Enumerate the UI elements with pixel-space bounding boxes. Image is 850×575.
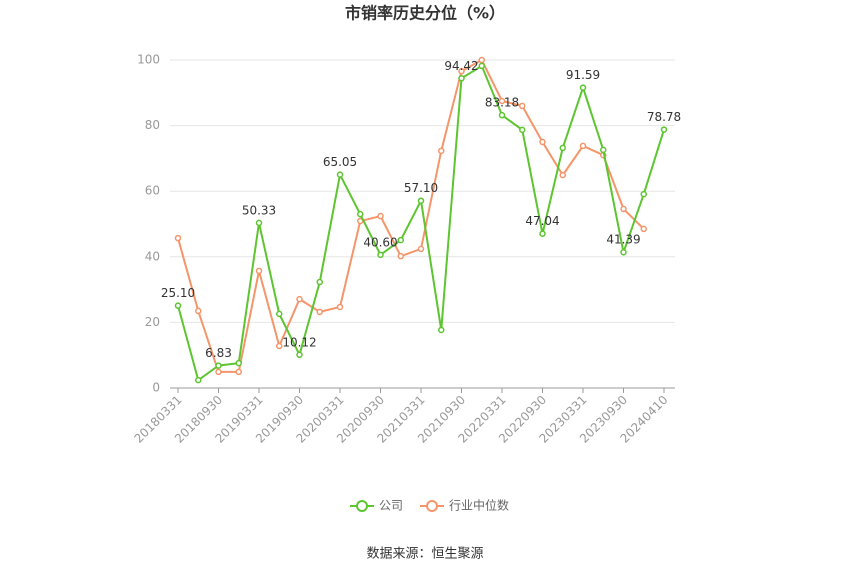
point: [458, 75, 465, 82]
series-line: [177, 58, 645, 373]
point: [539, 138, 546, 146]
point: [620, 248, 627, 256]
point: [174, 302, 182, 309]
data-label: 40.60: [363, 235, 397, 249]
point: [397, 252, 404, 260]
data-label: 6.83: [205, 346, 232, 360]
legend-marker: [356, 500, 368, 512]
point: [276, 342, 283, 350]
y-tick-label: 40: [145, 249, 160, 263]
legend-marker: [426, 500, 438, 512]
point: [620, 205, 627, 213]
point: [438, 147, 445, 155]
point: [478, 62, 485, 70]
data-label: 91.59: [566, 68, 600, 82]
point: [417, 197, 425, 204]
legend-label: 行业中位数: [449, 498, 509, 513]
data-label: 41.39: [606, 233, 640, 247]
data-label: 10.12: [282, 335, 316, 349]
point: [559, 144, 566, 152]
data-label: 78.78: [647, 110, 681, 124]
data-label: 50.33: [242, 203, 276, 217]
data-label: 57.10: [404, 181, 438, 195]
point: [498, 97, 506, 105]
point: [539, 230, 546, 237]
y-tick-label: 0: [152, 381, 160, 395]
chart-title: 市销率历史分位（%）: [345, 4, 505, 23]
point: [195, 307, 202, 315]
point: [316, 278, 323, 286]
point: [296, 295, 303, 303]
point: [579, 142, 587, 150]
point: [215, 368, 222, 376]
point: [660, 126, 668, 133]
point: [397, 236, 404, 244]
point: [579, 84, 587, 91]
point: [377, 212, 384, 220]
data-label: 47.04: [525, 214, 559, 228]
series-line: [177, 64, 665, 382]
y-tick-label: 20: [145, 315, 160, 329]
point: [498, 111, 506, 119]
point: [438, 326, 445, 334]
y-tick-label: 80: [145, 118, 160, 132]
point: [336, 303, 344, 311]
point: [276, 310, 283, 318]
data-label: 25.10: [161, 286, 195, 300]
point: [255, 219, 263, 227]
data-label: 65.05: [323, 155, 357, 169]
source: 数据来源：恒生聚源: [366, 547, 483, 562]
point: [519, 126, 526, 134]
point: [357, 210, 364, 218]
data-label: 94.42: [444, 59, 478, 73]
point: [195, 376, 202, 384]
point: [458, 67, 465, 75]
point: [377, 251, 384, 259]
point: [478, 56, 485, 64]
point: [519, 102, 526, 110]
point: [174, 234, 182, 242]
point: [316, 308, 323, 316]
point: [255, 267, 263, 275]
legend-label: 公司: [379, 499, 403, 513]
point: [417, 245, 425, 253]
point: [296, 351, 303, 359]
point: [640, 225, 647, 233]
y-tick-label: 60: [145, 184, 160, 198]
point: [559, 171, 566, 179]
point: [336, 171, 344, 178]
data-label: 83.18: [485, 96, 519, 110]
point: [215, 362, 222, 369]
point: [235, 368, 242, 376]
point: [235, 359, 242, 367]
point: [640, 190, 647, 198]
point: [600, 146, 607, 154]
y-tick-label: 100: [137, 53, 160, 67]
